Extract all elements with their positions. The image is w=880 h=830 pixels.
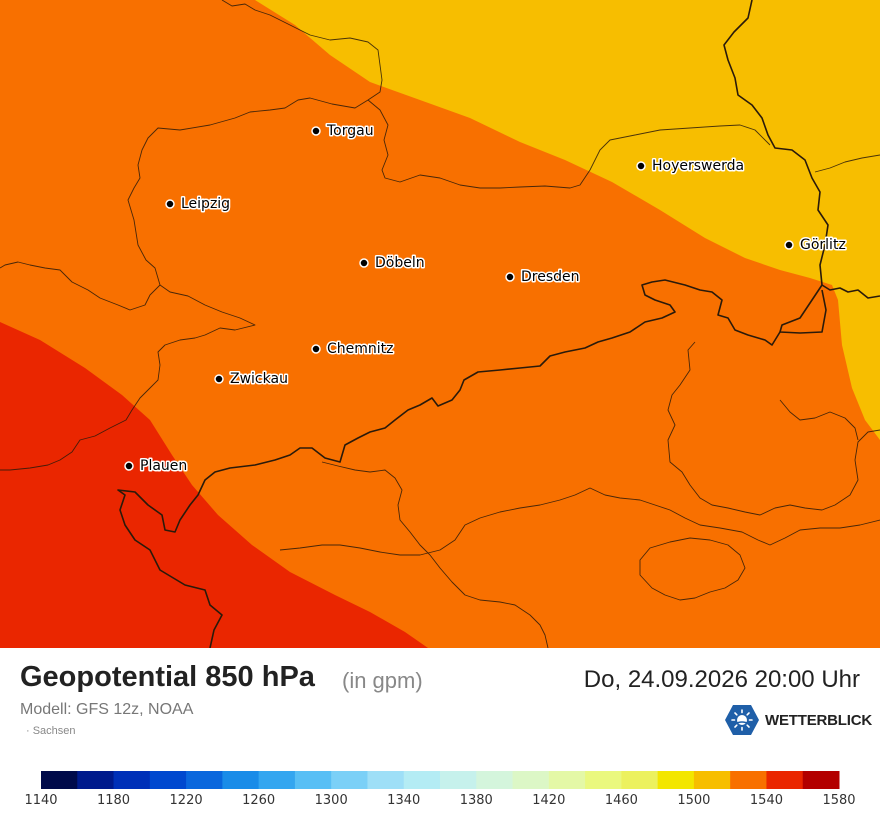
city-dot-icon	[359, 258, 369, 268]
city-dot-icon	[636, 161, 646, 171]
scale-tick-label: 1340	[387, 793, 420, 808]
scale-bin	[802, 771, 840, 789]
scale-bin	[476, 771, 514, 789]
city-label: Hoyerswerda	[652, 158, 744, 174]
scale-bin	[113, 771, 151, 789]
city-marker: Torgau	[311, 122, 375, 141]
scale-bin	[657, 771, 695, 789]
city-marker: Dresden	[505, 268, 581, 287]
city-dot-icon	[165, 199, 175, 209]
city-dot-icon	[505, 272, 515, 282]
brand-logo[interactable]: WETTERBLICK	[724, 704, 872, 736]
scale-tick-label: 1140	[24, 793, 57, 808]
scale-bin	[693, 771, 731, 789]
city-dot-icon	[311, 126, 321, 136]
scale-tick-label: 1420	[532, 793, 565, 808]
color-scale: 1140 1180 1220 1260 1300 1340 1380 1420 1460 1500…	[24, 771, 856, 808]
scale-bin	[730, 771, 767, 789]
scale-tick-label: 1500	[677, 793, 710, 808]
weather-map: Torgau Leipzig Hoyerswerda Görlitz Döbeln Dre…	[0, 0, 880, 648]
city-label: Leipzig	[181, 196, 230, 212]
field-1500	[255, 0, 880, 440]
scale-bin	[512, 771, 550, 789]
scale-bin	[77, 771, 115, 789]
city-dot-icon	[214, 374, 224, 384]
scale-tick-label: 1220	[170, 793, 203, 808]
borders	[0, 0, 880, 648]
scale-bin	[403, 771, 441, 789]
scale-bin	[222, 771, 260, 789]
city-dot-icon	[784, 240, 794, 250]
map-title: Geopotential 850 hPa	[20, 661, 315, 693]
scale-bin	[548, 771, 586, 789]
scale-tick-label: 1540	[750, 793, 783, 808]
scale-bin	[585, 771, 622, 789]
scale-bin	[331, 771, 368, 789]
model-info: Modell: GFS 12z, NOAA	[20, 701, 194, 718]
city-marker: Zwickau	[214, 370, 289, 389]
scale-tick-label: 1460	[605, 793, 638, 808]
scale-bin	[294, 771, 332, 789]
field-1540	[0, 322, 428, 648]
scale-bin	[621, 771, 659, 789]
city-marker: Döbeln	[359, 254, 426, 273]
city-dot-icon	[311, 344, 321, 354]
city-layer: Torgau Leipzig Hoyerswerda Görlitz Döbeln Dre…	[124, 122, 847, 476]
scale-bin	[367, 771, 405, 789]
city-label: Dresden	[521, 269, 580, 285]
region-label: · Sachsen	[26, 725, 76, 737]
brand-name: WETTERBLICK	[765, 711, 872, 729]
scale-bin	[258, 771, 296, 789]
sun-hexagon-icon	[725, 705, 759, 735]
city-label: Görlitz	[800, 237, 846, 253]
scale-bin	[149, 771, 187, 789]
city-marker: Plauen	[124, 457, 189, 476]
city-marker: Görlitz	[784, 236, 847, 255]
city-marker: Chemnitz	[311, 340, 395, 359]
scale-tick-label: 1380	[460, 793, 493, 808]
city-marker: Leipzig	[165, 195, 232, 214]
city-label: Torgau	[326, 123, 374, 139]
city-label: Döbeln	[375, 255, 425, 271]
scale-tick-label: 1260	[242, 793, 275, 808]
scale-tick-label: 1180	[97, 793, 130, 808]
city-label: Plauen	[140, 458, 187, 474]
scale-bin	[41, 771, 78, 789]
scale-tick-label: 1300	[315, 793, 348, 808]
scale-tick-label: 1580	[822, 793, 855, 808]
city-dot-icon	[124, 461, 134, 471]
legend-panel: Geopotential 850 hPa (in gpm) Do, 24.09.…	[0, 648, 880, 830]
scale-bin	[440, 771, 477, 789]
forecast-datetime: Do, 24.09.2026 20:00 Uhr	[583, 666, 860, 693]
city-label: Zwickau	[230, 371, 288, 387]
city-label: Chemnitz	[327, 341, 394, 357]
map-unit: (in gpm)	[342, 668, 423, 693]
scale-bin	[766, 771, 804, 789]
scale-bin	[186, 771, 223, 789]
city-marker: Hoyerswerda	[636, 157, 746, 176]
